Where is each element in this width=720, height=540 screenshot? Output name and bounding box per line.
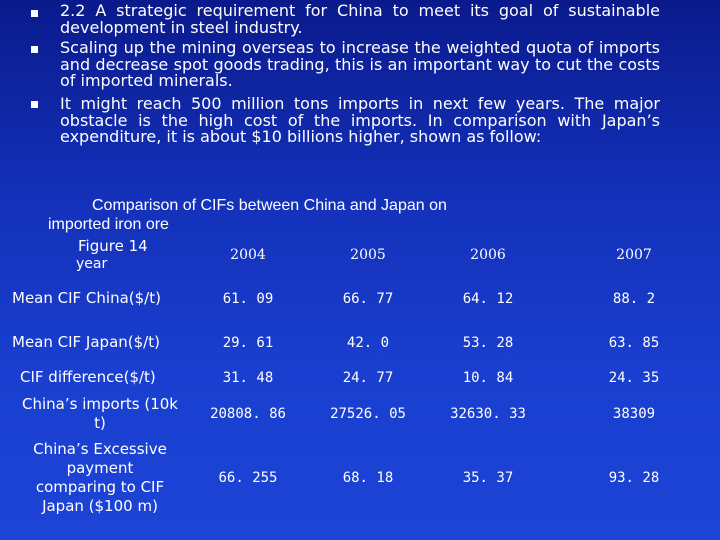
header-year-label: year bbox=[76, 256, 108, 272]
table-cell: 31. 48 bbox=[222, 370, 274, 386]
table-cell: 35. 37 bbox=[462, 470, 514, 486]
row-label: CIF difference($/t) bbox=[20, 368, 156, 386]
table-cell: 88. 2 bbox=[612, 291, 656, 307]
table-cell: 66. 77 bbox=[342, 291, 394, 307]
bullet-marker bbox=[31, 46, 38, 53]
row-label: payment bbox=[66, 459, 134, 477]
table-cell: 53. 28 bbox=[462, 335, 514, 351]
row-label: t) bbox=[94, 414, 106, 432]
table-cell: 68. 18 bbox=[342, 470, 394, 486]
row-label: Japan ($100 m) bbox=[42, 497, 158, 515]
figure-label: Figure 14 bbox=[78, 237, 148, 255]
table-cell: 42. 0 bbox=[346, 335, 390, 351]
bullet-item-3: It might reach 500 million tons imports … bbox=[60, 94, 660, 146]
table-cell: 20808. 86 bbox=[210, 406, 286, 422]
table-caption-line2: imported iron ore bbox=[48, 216, 169, 233]
table-cell: 24. 77 bbox=[342, 370, 394, 386]
table-cell: 10. 84 bbox=[462, 370, 514, 386]
bullet-item-2: Scaling up the mining overseas to increa… bbox=[60, 38, 660, 90]
table-cell: 24. 35 bbox=[608, 370, 660, 386]
table-cell: 29. 61 bbox=[222, 335, 274, 351]
row-label: Mean CIF China($/t) bbox=[12, 289, 161, 307]
bullet-item-1: 2.2 A strategic requirement for China to… bbox=[60, 1, 660, 37]
table-cell: 38309 bbox=[612, 406, 656, 422]
row-label: comparing to CIF bbox=[35, 478, 165, 496]
table-caption-line1: Comparison of CIFs between China and Jap… bbox=[92, 197, 447, 214]
year-2005: 2005 bbox=[350, 247, 386, 263]
year-2006: 2006 bbox=[470, 247, 506, 263]
table-cell: 27526. 05 bbox=[330, 406, 406, 422]
table-cell: 64. 12 bbox=[462, 291, 514, 307]
table-cell: 63. 85 bbox=[608, 335, 660, 351]
table-cell: 61. 09 bbox=[222, 291, 274, 307]
bullet-marker bbox=[31, 10, 38, 17]
bullet-marker bbox=[31, 101, 38, 108]
table-cell: 32630. 33 bbox=[450, 406, 526, 422]
table-cell: 66. 255 bbox=[218, 470, 278, 486]
row-label: Mean CIF Japan($/t) bbox=[12, 333, 160, 351]
row-label: China’s imports (10k bbox=[22, 395, 178, 413]
year-2007: 2007 bbox=[616, 247, 652, 263]
year-2004: 2004 bbox=[230, 247, 266, 263]
row-label: China’s Excessive bbox=[33, 440, 167, 458]
table-cell: 93. 28 bbox=[608, 470, 660, 486]
